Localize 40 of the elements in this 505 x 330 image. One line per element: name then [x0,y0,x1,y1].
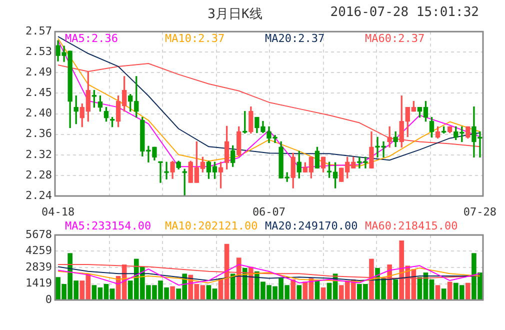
text: MA20:2.37 [265,32,325,45]
x-tick-label: 07-28 [463,205,497,218]
chart-title: 3月日K线 [208,6,262,23]
bar [441,288,446,300]
bar [296,285,302,300]
y-tick-label: 2.40 [26,106,52,120]
y-tick-label: 1419 [26,276,52,290]
y-tick-label: 2.28 [26,168,52,182]
x-tick-label: 06-07 [252,205,286,218]
text: MA60:218415.00 [365,219,458,232]
bar [447,282,452,300]
y-tick-label: 2.32 [26,148,52,161]
text: MA10:2.37 [165,32,225,45]
y-tick-label: 5678 [26,228,52,241]
candlestick [164,162,169,180]
y-tick-label: 2.45 [26,86,52,100]
y-tick-label: 2.57 [26,24,52,38]
y-tick-label: 0 [45,292,52,306]
candlestick [158,161,163,183]
text: MA20:249170.00 [265,219,358,232]
bar [170,286,175,300]
y-tick-label: 2.24 [26,188,52,202]
bar [290,279,296,300]
text: 2016-07-28 15:01:32 [330,5,479,20]
y-tick-label: 2.36 [26,127,52,140]
y-tick-label: 2.49 [26,66,52,79]
bar [314,280,320,300]
x-tick-label: 04-18 [41,205,75,218]
bar [242,268,248,300]
bar [393,279,398,300]
bar [466,282,470,300]
text: MA60:2.37 [365,32,425,45]
y-tick-label: 2.53 [26,45,52,58]
bar [435,285,440,300]
series-label: MA5:2.36 [65,32,118,45]
y-tick-label: 4259 [26,244,52,258]
text: MA5:233154.00 [65,219,152,232]
text: MA10:202121.00 [165,219,258,232]
y-tick-label: 2839 [26,260,52,274]
bar [320,287,326,300]
